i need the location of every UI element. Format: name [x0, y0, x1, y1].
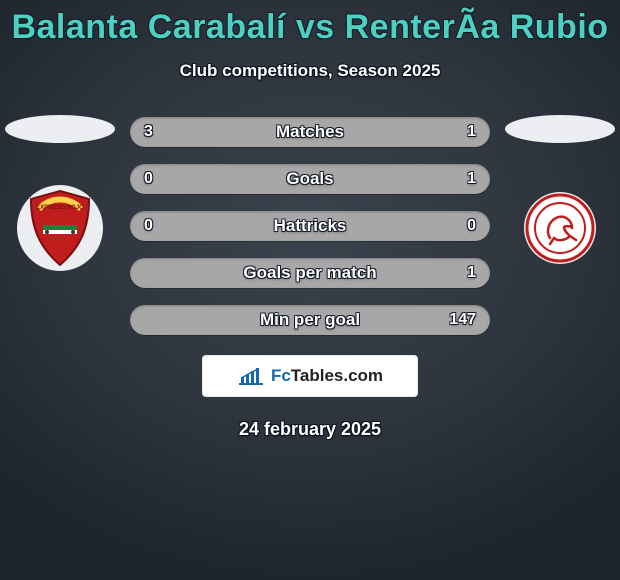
stat-row-min-per-goal: Min per goal 147	[130, 305, 490, 335]
club-crest-left-icon: EXPRESO ROJO	[17, 185, 103, 271]
player-left-column: EXPRESO ROJO	[0, 117, 120, 271]
stat-row-matches: 3 Matches 1	[130, 117, 490, 147]
stat-row-goals: 0 Goals 1	[130, 164, 490, 194]
player-right-column	[500, 117, 620, 264]
club-crest-right-icon	[524, 192, 596, 264]
stat-right-value: 1	[467, 117, 476, 147]
subtitle: Club competitions, Season 2025	[0, 61, 620, 81]
club-badge-right	[524, 192, 596, 264]
stat-label: Hattricks	[130, 211, 490, 241]
stat-row-hattricks: 0 Hattricks 0	[130, 211, 490, 241]
stat-row-goals-per-match: Goals per match 1	[130, 258, 490, 288]
stat-bars: 3 Matches 1 0 Goals 1 0 Hattricks 0 Goal…	[130, 117, 490, 335]
date-text: 24 february 2025	[0, 419, 620, 440]
stat-right-value: 1	[467, 258, 476, 288]
stat-label: Min per goal	[130, 305, 490, 335]
stat-label: Goals per match	[130, 258, 490, 288]
player-left-ellipse	[5, 115, 115, 143]
club-badge-left: EXPRESO ROJO	[17, 185, 103, 271]
page-title: Balanta Carabalí vs RenterÃ­a Rubio	[0, 0, 620, 47]
stat-right-value: 1	[467, 164, 476, 194]
brand-fc: Fc	[271, 366, 291, 385]
stat-right-value: 147	[449, 305, 476, 335]
stat-label: Goals	[130, 164, 490, 194]
comparison-container: { "background": { "color": "#2e353e", "v…	[0, 0, 620, 580]
stat-label: Matches	[130, 117, 490, 147]
player-right-ellipse	[505, 115, 615, 143]
stat-right-value: 0	[467, 211, 476, 241]
stats-section: EXPRESO ROJO 3 Matches 1 0 Go	[0, 117, 620, 335]
brand-text: FcTables.com	[271, 366, 383, 386]
svg-text:EXPRESO ROJO: EXPRESO ROJO	[36, 205, 84, 211]
brand-chart-icon	[237, 366, 265, 386]
brand-tables: Tables.com	[291, 366, 383, 385]
brand-box: FcTables.com	[202, 355, 418, 397]
